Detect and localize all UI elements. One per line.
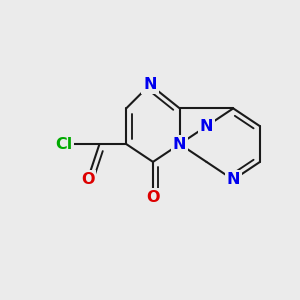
Text: N: N [226, 172, 240, 187]
Text: O: O [81, 172, 94, 187]
Text: N: N [173, 136, 187, 152]
Text: Cl: Cl [55, 136, 72, 152]
Text: N: N [200, 119, 213, 134]
Text: O: O [146, 190, 160, 205]
Text: N: N [143, 77, 157, 92]
